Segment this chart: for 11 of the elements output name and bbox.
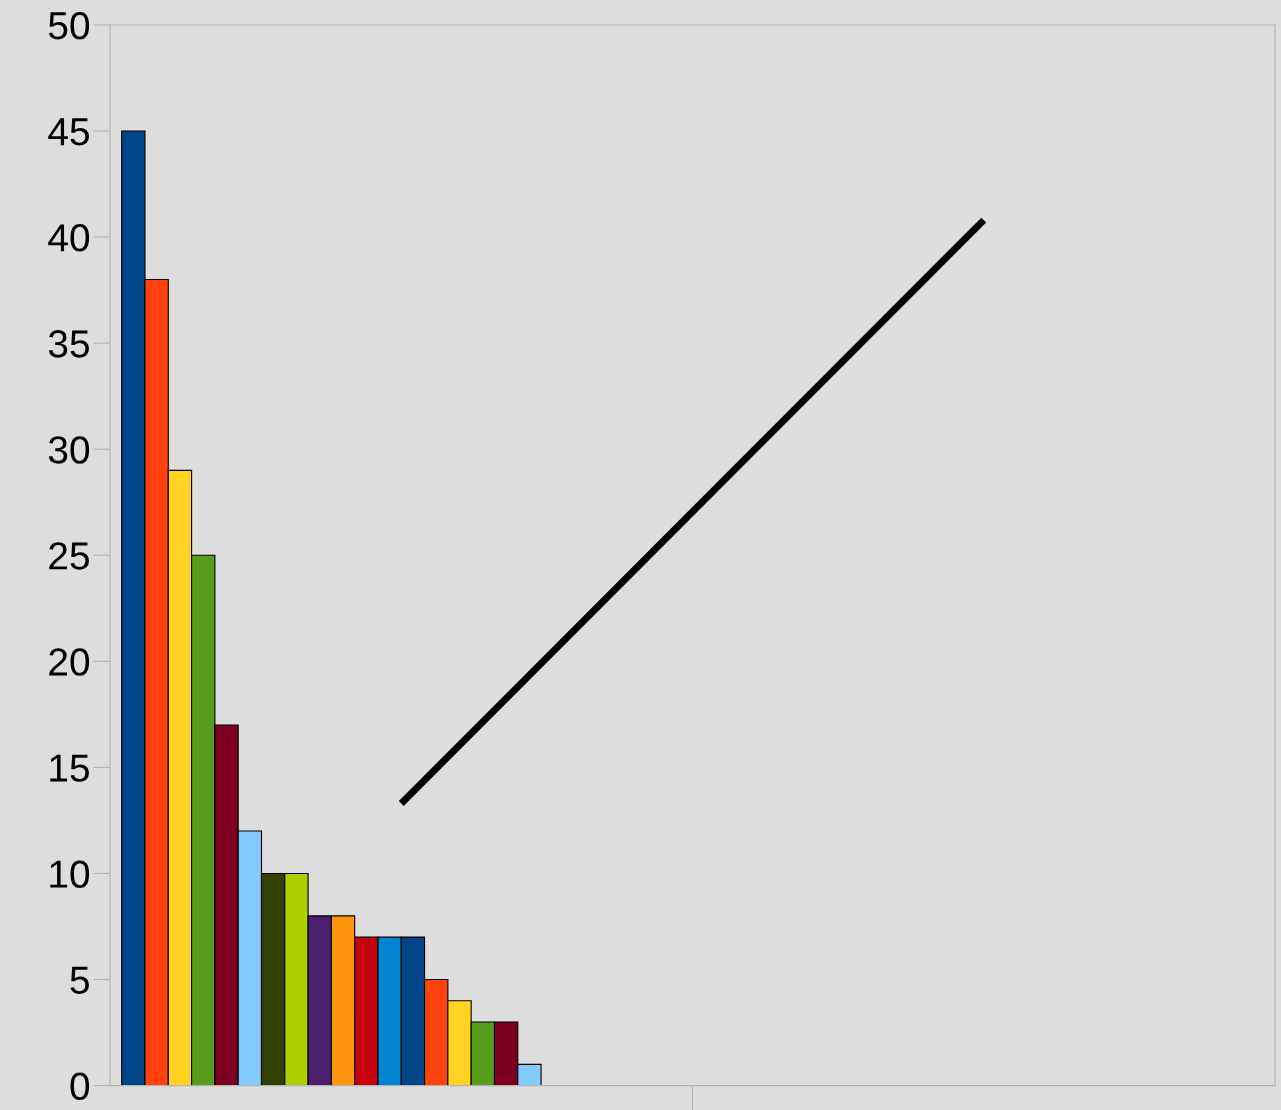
y-tick-label: 20	[49, 648, 90, 676]
y-tick-label: 25	[49, 542, 89, 570]
y-tick-label: 45	[48, 118, 89, 146]
y-tick-label: 0	[70, 1072, 90, 1101]
y-tick-label: 35	[48, 330, 89, 358]
y-tick-label: 5	[70, 966, 89, 994]
y-tick-label: 40	[48, 224, 90, 252]
y-tick-label: 30	[48, 436, 90, 464]
y-tick-label: 50	[48, 11, 90, 40]
y-tick-label: 15	[50, 754, 89, 782]
y-tick-label: 10	[50, 860, 90, 888]
